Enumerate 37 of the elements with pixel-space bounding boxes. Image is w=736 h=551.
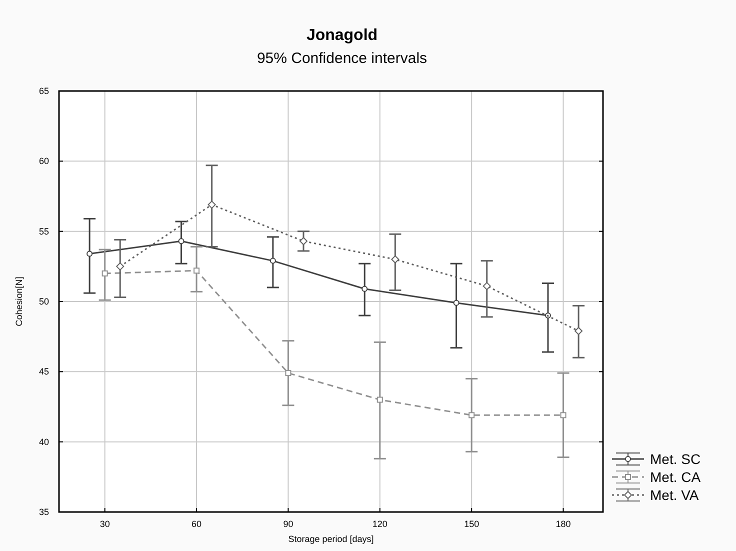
point: [102, 270, 108, 276]
point: [299, 237, 308, 246]
point: [270, 258, 276, 264]
chart-subtitle: 95% Confidence intervals: [256, 50, 428, 67]
point: [574, 326, 583, 335]
legend-label: Met. VA: [650, 487, 700, 503]
point: [285, 370, 292, 376]
x-tick-label: 180: [556, 519, 571, 529]
x-tick-label: 60: [192, 519, 202, 529]
point: [453, 300, 460, 306]
x-tick-label: 150: [464, 519, 480, 529]
y-tick-label: 55: [38, 226, 49, 236]
y-tick-label: 35: [38, 507, 49, 517]
point: [468, 412, 475, 418]
chart-title: Jonagold: [306, 27, 378, 44]
y-tick-label: 50: [38, 296, 49, 306]
legend-label: Met. CA: [650, 469, 702, 485]
point: [194, 268, 200, 274]
x-axis-title: Storage period [days]: [288, 534, 374, 544]
y-tick-label: 65: [38, 86, 49, 96]
point: [208, 200, 216, 209]
x-tick-label: 120: [372, 519, 388, 529]
point: [178, 238, 184, 244]
legend-label: Met. SC: [650, 451, 701, 467]
point: [391, 255, 400, 264]
y-tick-label: 60: [38, 156, 49, 166]
point: [376, 396, 383, 403]
point: [116, 262, 124, 270]
point: [362, 286, 368, 292]
point: [482, 282, 491, 290]
y-tick-label: 40: [38, 436, 49, 447]
x-tick-label: 90: [283, 519, 294, 529]
x-tick-label: 30: [100, 519, 110, 529]
y-axis-title: Cohesion[N]: [14, 276, 24, 326]
point: [86, 250, 93, 257]
point: [560, 412, 566, 418]
y-tick-label: 45: [38, 366, 49, 377]
